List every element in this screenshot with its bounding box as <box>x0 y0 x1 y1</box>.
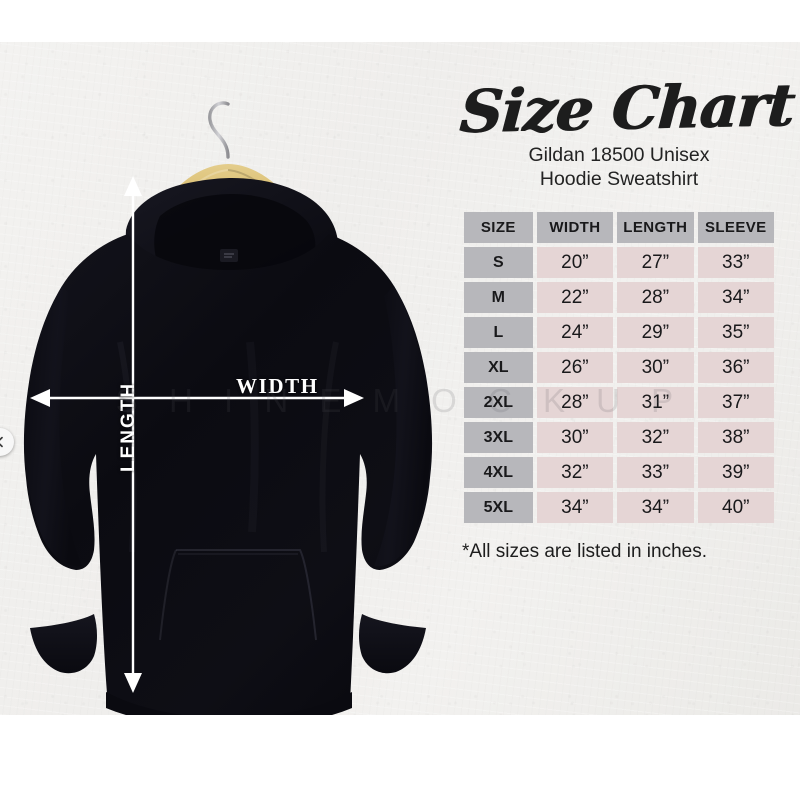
width-value-cell: 34” <box>536 492 614 524</box>
table-header-row: SIZE WIDTH LENGTH SLEEVE <box>464 212 774 244</box>
size-table: SIZE WIDTH LENGTH SLEEVE S 20” 27” 33” M 22” 2… <box>460 208 778 527</box>
table-row: 2XL 28” 31” 37” <box>464 387 774 419</box>
table-row: 5XL 34” 34” 40” <box>464 492 774 524</box>
length-value-cell: 27” <box>617 247 694 279</box>
hoodie-garment-photo <box>0 42 452 715</box>
sleeve-value-cell: 39” <box>697 457 774 489</box>
table-row: 3XL 30” 32” 38” <box>464 422 774 454</box>
column-header-size: SIZE <box>464 212 533 244</box>
size-label-cell: M <box>464 282 533 314</box>
product-subtitle-line1: Gildan 18500 Unisex <box>528 143 710 166</box>
sleeve-value-cell: 33” <box>697 247 774 279</box>
table-row: XL 26” 30” 36” <box>464 352 774 384</box>
length-value-cell: 34” <box>617 492 694 524</box>
size-label-cell: S <box>464 247 533 279</box>
table-row: L 24” 29” 35” <box>464 317 774 349</box>
column-header-width: WIDTH <box>536 212 614 244</box>
sleeve-value-cell: 40” <box>697 492 774 524</box>
column-header-length: LENGTH <box>617 212 694 244</box>
column-header-sleeve: SLEEVE <box>697 212 774 244</box>
watermark-text: S H I N E M O C K U P <box>115 382 685 419</box>
length-value-cell: 32” <box>617 422 694 454</box>
width-value-cell: 20” <box>536 247 614 279</box>
size-label-cell: L <box>464 317 533 349</box>
sleeve-value-cell: 38” <box>697 422 774 454</box>
size-units-note: *All sizes are listed in inches. <box>462 541 707 563</box>
table-row: M 22” 28” 34” <box>464 282 774 314</box>
length-value-cell: 30” <box>617 352 694 384</box>
width-value-cell: 26” <box>536 352 614 384</box>
table-row: S 20” 27” 33” <box>464 247 774 279</box>
size-label-cell: 4XL <box>464 457 533 489</box>
chevron-left-icon <box>0 436 3 448</box>
width-value-cell: 28” <box>536 387 614 419</box>
length-value-cell: 31” <box>617 387 694 419</box>
size-label-cell: 5XL <box>464 492 533 524</box>
sleeve-value-cell: 35” <box>697 317 774 349</box>
size-label-cell: 2XL <box>464 387 533 419</box>
sleeve-value-cell: 37” <box>697 387 774 419</box>
sleeve-value-cell: 34” <box>697 282 774 314</box>
size-label-cell: XL <box>464 352 533 384</box>
page-title: Size Chart <box>457 70 796 147</box>
sleeve-value-cell: 36” <box>697 352 774 384</box>
size-label-cell: 3XL <box>464 422 533 454</box>
table-row: 4XL 32” 33” 39” <box>464 457 774 489</box>
carousel-prev-button[interactable] <box>0 428 14 456</box>
size-chart-panel: Size Chart Gildan 18500 Unisex Hoodie Sw… <box>452 42 800 715</box>
width-value-cell: 32” <box>536 457 614 489</box>
width-value-cell: 22” <box>536 282 614 314</box>
width-value-cell: 30” <box>536 422 614 454</box>
product-subtitle-line2: Hoodie Sweatshirt <box>539 167 699 190</box>
product-photo-canvas: S H I N E M O C K U P <box>0 42 800 715</box>
width-value-cell: 24” <box>536 317 614 349</box>
length-value-cell: 33” <box>617 457 694 489</box>
product-subtitle: Gildan 18500 Unisex Hoodie Sweatshirt <box>460 144 778 192</box>
length-value-cell: 29” <box>617 317 694 349</box>
length-value-cell: 28” <box>617 282 694 314</box>
